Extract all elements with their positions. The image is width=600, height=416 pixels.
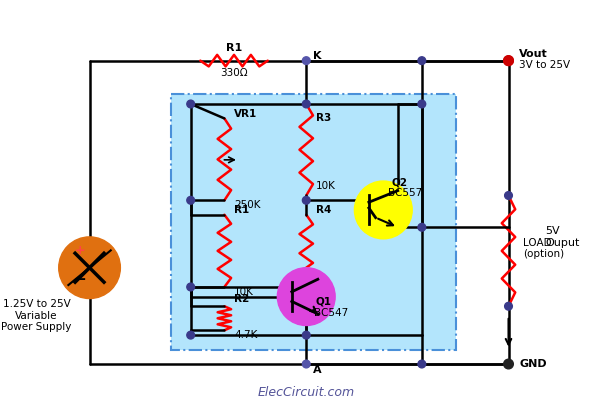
Text: GND: GND	[519, 359, 547, 369]
Text: VR1: VR1	[234, 109, 257, 119]
Circle shape	[505, 192, 512, 199]
Circle shape	[187, 196, 194, 204]
Text: 1.25V to 25V
Variable
Power Supply: 1.25V to 25V Variable Power Supply	[1, 299, 72, 332]
Text: 10K: 10K	[316, 181, 336, 191]
Circle shape	[187, 331, 194, 339]
Text: ElecCircuit.com: ElecCircuit.com	[257, 386, 355, 399]
Text: Q2: Q2	[391, 178, 407, 188]
Text: BC547: BC547	[314, 308, 348, 318]
FancyBboxPatch shape	[172, 94, 455, 349]
Text: Vout: Vout	[519, 49, 548, 59]
Circle shape	[187, 100, 194, 108]
Text: R4: R4	[316, 205, 331, 215]
Text: LOAD
(option): LOAD (option)	[523, 238, 564, 259]
Text: A: A	[313, 365, 322, 375]
Text: R2: R2	[234, 294, 249, 304]
Circle shape	[302, 57, 310, 64]
Circle shape	[418, 223, 425, 231]
Text: ElecCircuit.com: ElecCircuit.com	[224, 236, 418, 260]
Text: 250K: 250K	[234, 200, 260, 210]
Text: −: −	[74, 272, 86, 287]
Text: 3V to 25V: 3V to 25V	[519, 60, 570, 70]
Circle shape	[302, 100, 310, 108]
Text: R1: R1	[234, 205, 249, 215]
Circle shape	[418, 100, 425, 108]
Circle shape	[302, 331, 310, 339]
Text: 10K: 10K	[316, 292, 336, 302]
Circle shape	[302, 196, 310, 204]
Text: 10K: 10K	[234, 287, 254, 297]
Circle shape	[187, 283, 194, 291]
Text: 4.7K: 4.7K	[234, 330, 257, 340]
Circle shape	[418, 360, 425, 368]
Circle shape	[355, 181, 412, 239]
Text: BC557: BC557	[388, 188, 422, 198]
Circle shape	[418, 57, 425, 64]
Text: 330Ω: 330Ω	[220, 68, 248, 78]
Text: 5V
Ouput: 5V Ouput	[545, 226, 580, 248]
Text: Q1: Q1	[316, 297, 332, 307]
Circle shape	[59, 237, 121, 299]
Circle shape	[505, 302, 512, 310]
Text: R1: R1	[226, 43, 242, 53]
Circle shape	[503, 56, 514, 65]
Text: +: +	[74, 244, 85, 257]
Circle shape	[277, 268, 335, 325]
Circle shape	[503, 359, 514, 369]
Text: R3: R3	[316, 114, 331, 124]
Text: K: K	[313, 51, 322, 61]
Circle shape	[503, 56, 514, 65]
Circle shape	[302, 360, 310, 368]
